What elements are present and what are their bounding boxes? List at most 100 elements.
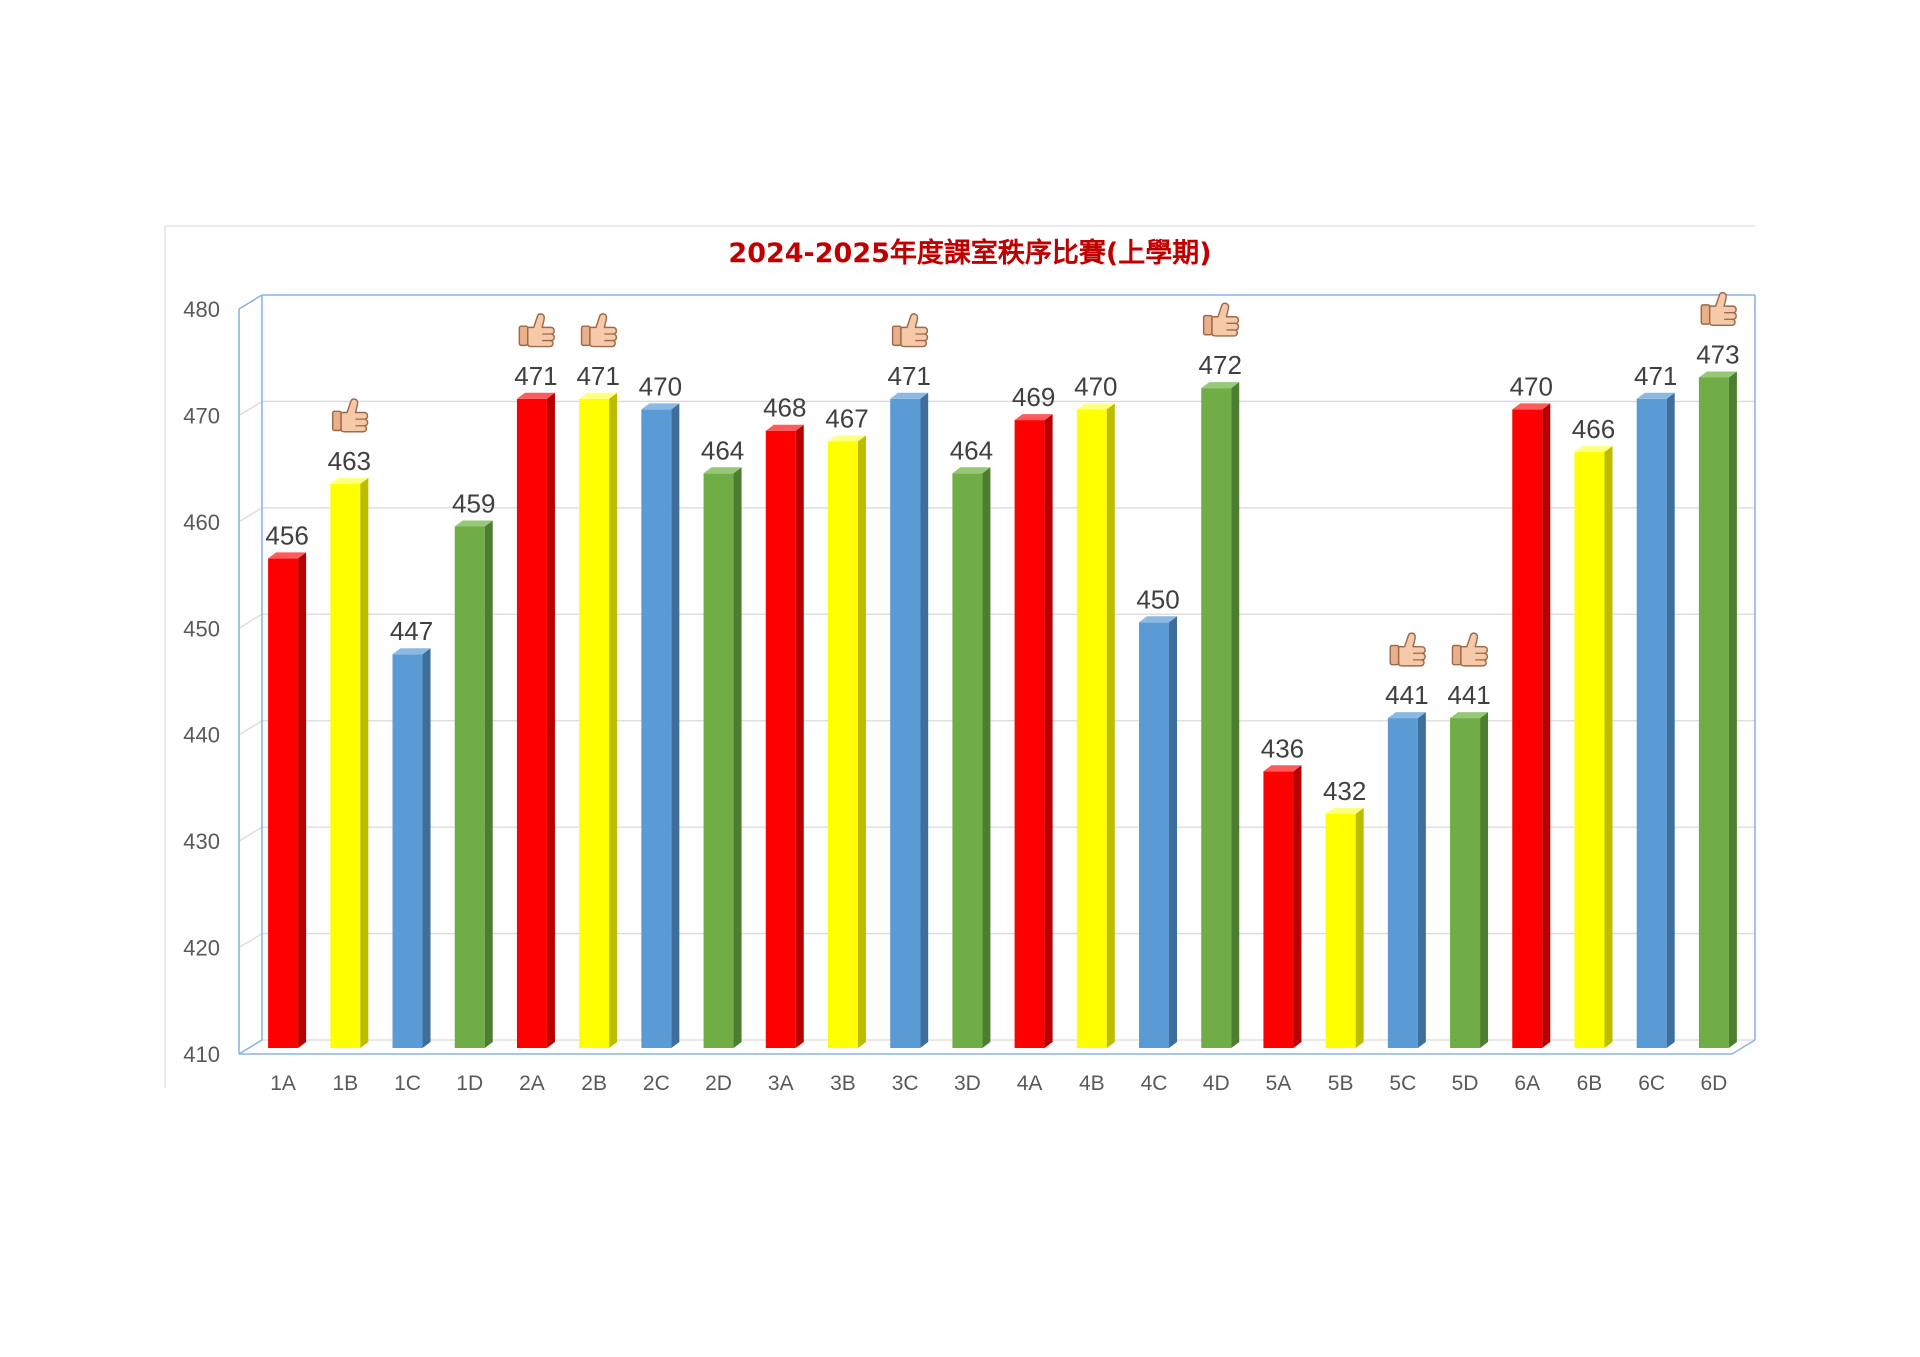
bar-side <box>1728 371 1737 1048</box>
side-wall-gridline <box>238 613 263 629</box>
bar-side <box>795 424 804 1048</box>
bar-top <box>1698 371 1737 378</box>
bar-top <box>1139 616 1178 623</box>
bar <box>1014 414 1053 1049</box>
data-label: 471 <box>576 361 619 391</box>
data-label: 436 <box>1261 733 1304 763</box>
bar <box>268 552 307 1048</box>
bar-front <box>1014 420 1045 1049</box>
bar-side <box>1355 807 1364 1048</box>
bar <box>765 424 804 1048</box>
bar-front <box>952 473 983 1048</box>
bar-top <box>454 520 493 527</box>
y-tick-label: 460 <box>183 510 220 535</box>
bar-side <box>422 648 431 1048</box>
bar-top <box>579 392 618 399</box>
bar <box>1450 712 1489 1048</box>
x-tick-label: 2D <box>705 1072 732 1095</box>
bar <box>579 392 618 1048</box>
x-tick-label: 3B <box>830 1072 856 1095</box>
bar <box>516 392 555 1048</box>
x-tick-label: 3A <box>768 1072 794 1095</box>
thumbs-up-icon <box>1202 302 1240 337</box>
data-label: 447 <box>390 616 433 646</box>
data-label: 463 <box>328 446 371 476</box>
bar-top <box>1450 712 1489 719</box>
x-tick-label: 3C <box>892 1072 919 1095</box>
bar-side <box>609 392 618 1048</box>
data-label: 471 <box>1634 361 1677 391</box>
bar-front <box>703 473 734 1048</box>
side-wall-gridline <box>238 933 263 949</box>
bar <box>1698 371 1737 1048</box>
thumbs-up-icon <box>1451 632 1489 667</box>
bar-side <box>1604 446 1613 1048</box>
side-wall-gridline <box>238 400 263 416</box>
bar <box>1201 382 1240 1049</box>
bar-side <box>1417 712 1426 1048</box>
bar <box>952 467 991 1048</box>
bar-front <box>1636 398 1667 1048</box>
bar <box>1139 616 1178 1048</box>
data-label: 441 <box>1447 680 1490 710</box>
bar-front <box>1201 388 1232 1049</box>
bar-side <box>1169 616 1178 1048</box>
side-wall-top-edge <box>238 294 263 310</box>
data-label: 450 <box>1136 584 1179 614</box>
thumbs-up-icon <box>331 398 369 433</box>
data-label: 468 <box>763 393 806 423</box>
bar <box>827 435 866 1048</box>
data-label: 467 <box>825 403 868 433</box>
x-tick-label: 1D <box>456 1072 483 1095</box>
y-tick-label: 420 <box>183 936 220 961</box>
bar-top <box>1325 807 1364 814</box>
side-wall-gridline <box>238 720 263 736</box>
bar-top <box>1014 414 1053 421</box>
bar-top <box>268 552 307 559</box>
bar <box>330 477 369 1048</box>
bar-side <box>857 435 866 1048</box>
data-label: 472 <box>1199 350 1242 380</box>
data-label: 432 <box>1323 776 1366 806</box>
bar-front <box>890 398 921 1048</box>
bar-front <box>579 398 610 1048</box>
x-tick-label: 2A <box>519 1072 545 1095</box>
bar-top <box>765 424 804 431</box>
bar <box>1263 765 1302 1048</box>
bar-front <box>1263 771 1294 1048</box>
data-label: 470 <box>1510 371 1553 401</box>
thumbs-up-icon <box>518 313 555 348</box>
bar-side <box>920 392 929 1048</box>
bar-front <box>1512 409 1543 1048</box>
x-tick-label: 2C <box>643 1072 670 1095</box>
bar-side <box>1480 712 1489 1048</box>
x-tick-label: 5C <box>1389 1072 1416 1095</box>
bar <box>703 467 742 1048</box>
x-tick-label: 5B <box>1328 1072 1354 1095</box>
floor-right-edge <box>1731 1039 1756 1055</box>
data-label: 466 <box>1572 414 1615 444</box>
bar-front <box>1574 452 1605 1048</box>
bar <box>1325 807 1364 1048</box>
x-tick-label: 6D <box>1700 1072 1727 1095</box>
bar <box>641 403 680 1048</box>
x-tick-label: 6C <box>1638 1072 1665 1095</box>
data-label: 470 <box>639 371 682 401</box>
x-tick-label: 2B <box>581 1072 607 1095</box>
bar-side <box>1666 392 1675 1048</box>
bar-front <box>268 558 299 1048</box>
data-label: 464 <box>701 435 744 465</box>
bar-front <box>1139 622 1170 1048</box>
bar-top <box>641 403 680 410</box>
thumbs-up-icon <box>580 313 618 348</box>
side-wall-gridline <box>238 507 263 523</box>
bar <box>890 392 929 1048</box>
bar-side <box>1542 403 1551 1048</box>
bar-front <box>330 483 361 1048</box>
bar-side <box>1044 414 1053 1049</box>
bar <box>1076 403 1115 1048</box>
y-tick-label: 430 <box>183 829 220 854</box>
y-tick-label: 410 <box>183 1042 220 1067</box>
data-label: 456 <box>265 520 308 550</box>
